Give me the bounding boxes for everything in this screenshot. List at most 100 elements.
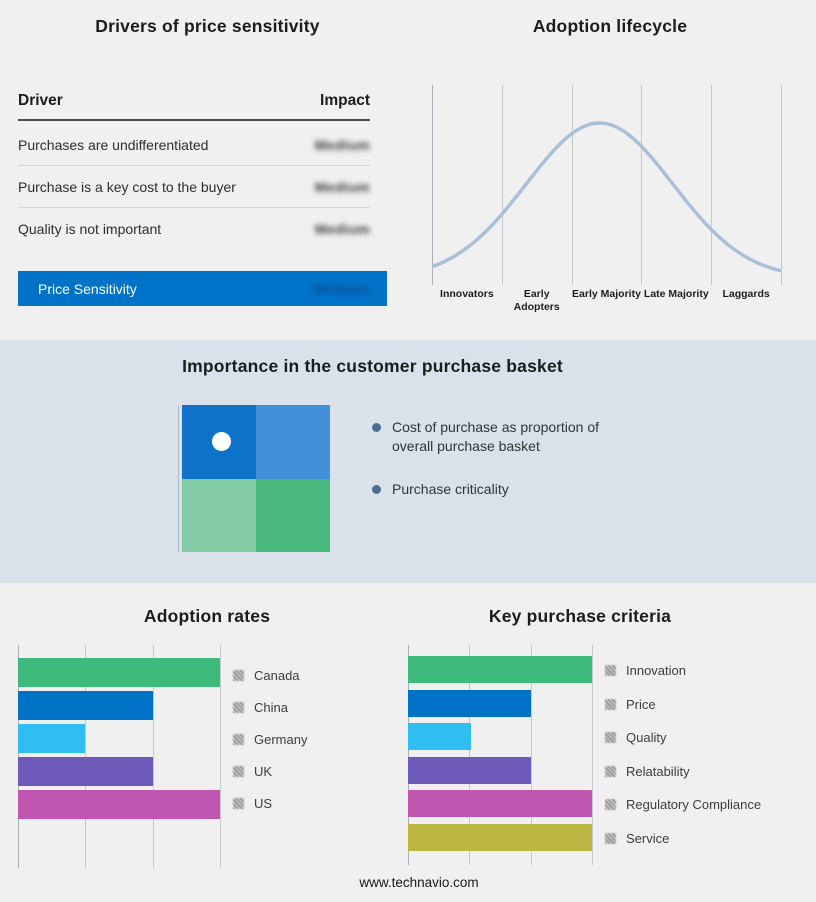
- legend-label: Service: [626, 830, 670, 846]
- driver-label: Purchases are undifferentiated: [18, 136, 209, 153]
- purchase-basket-band: Importance in the customer purchase bask…: [0, 340, 816, 583]
- legend-label: Germany: [254, 731, 308, 747]
- legend-swatch: [233, 669, 244, 681]
- position-marker-dot: [212, 432, 231, 451]
- website-url: www.technavio.com: [359, 875, 479, 890]
- legend-swatch: [605, 799, 616, 811]
- basket-bullet-list: Cost of purchase as proportion of overal…: [372, 418, 634, 522]
- chart-gridline: [469, 645, 471, 865]
- legend-label: Innovation: [626, 663, 686, 679]
- impact-value-redacted: Medium: [314, 220, 370, 237]
- impact-value-redacted: Medium: [314, 178, 370, 195]
- driver-row: Purchases are undifferentiated Medium: [18, 124, 370, 166]
- price-sensitivity-impact-redacted: Medium: [313, 280, 369, 297]
- legend-item: UK: [233, 755, 307, 787]
- quadrant-top-right: [256, 405, 330, 479]
- bar-canada: [18, 658, 220, 687]
- impact-value-redacted: Medium: [314, 136, 370, 153]
- legend-item: Innovation: [605, 654, 761, 688]
- legend-swatch: [233, 733, 244, 745]
- driver-label: Purchase is a key cost to the buyer: [18, 178, 236, 195]
- chart-gridline: [408, 645, 409, 865]
- lifecycle-stage-label: Early Majority: [572, 288, 641, 300]
- legend-label: UK: [254, 763, 273, 779]
- adoption-lifecycle-chart: [432, 85, 782, 285]
- lifecycle-gridline: [711, 85, 713, 285]
- chart-gridline: [152, 645, 154, 868]
- quadrant-axis-line: [178, 405, 179, 552]
- legend-item: Price: [605, 688, 761, 722]
- lifecycle-stage-label: Late Majority: [643, 288, 709, 300]
- legend-label: China: [254, 699, 288, 715]
- quadrant-bottom-right: [256, 478, 330, 552]
- lifecycle-gridline: [501, 85, 503, 285]
- legend-item: Service: [605, 822, 761, 856]
- lifecycle-gridline: [432, 85, 433, 285]
- lifecycle-gridline: [781, 85, 782, 285]
- chart-gridline: [85, 645, 87, 868]
- bar-china: [18, 691, 154, 720]
- legend-swatch: [233, 701, 244, 713]
- bullet-text: Cost of purchase as proportion of overal…: [392, 419, 600, 455]
- quadrant-bottom-left: [182, 478, 256, 552]
- legend-item: US: [233, 787, 307, 819]
- driver-label: Quality is not important: [18, 220, 162, 237]
- bar-regulatory-compliance: [408, 790, 592, 817]
- bullet-item: Purchase criticality: [372, 480, 634, 499]
- bar-innovation: [408, 656, 592, 683]
- bullet-icon: [372, 423, 381, 432]
- legend-swatch: [605, 732, 616, 744]
- lifecycle-bell-curve: [432, 121, 781, 273]
- basket-title: Importance in the customer purchase bask…: [182, 356, 563, 376]
- driver-row: Purchase is a key cost to the buyer Mediu…: [18, 166, 370, 208]
- chart-gridline: [592, 645, 593, 865]
- legend-swatch: [605, 765, 616, 777]
- bar-price: [408, 689, 532, 717]
- legend-label: Quality: [626, 730, 667, 746]
- adoption-rates-title: Adoption rates: [143, 606, 271, 626]
- bullet-icon: [372, 484, 381, 494]
- legend-label: Regulatory Compliance: [626, 797, 762, 813]
- bar-uk: [18, 757, 154, 786]
- lifecycle-gridline: [641, 85, 643, 285]
- legend-label: Canada: [254, 667, 300, 683]
- drivers-table-header: Driver Impact: [18, 92, 370, 121]
- column-header-driver: Driver: [18, 92, 63, 109]
- bar-relatability: [408, 756, 532, 784]
- drivers-panel-title: Drivers of price sensitivity: [95, 16, 320, 36]
- bar-quality: [408, 723, 471, 750]
- lifecycle-stage-labels: Innovators Early Adopters Early Majority La…: [432, 288, 781, 314]
- chart-gridline: [220, 645, 221, 868]
- legend-label: Price: [626, 696, 656, 712]
- legend-swatch: [605, 832, 616, 844]
- legend-item: Relatability: [605, 755, 761, 789]
- key-purchase-criteria-legend: Innovation Price Quality Relatability Regula…: [605, 654, 761, 855]
- bullet-text: Purchase criticality: [392, 480, 509, 497]
- legend-item: Quality: [605, 721, 761, 755]
- legend-label: US: [254, 795, 273, 811]
- lifecycle-gridline: [571, 85, 573, 285]
- lifecycle-stage-label: Laggards: [722, 288, 770, 300]
- adoption-rates-legend: Canada China Germany UK US: [233, 659, 307, 819]
- legend-item: China: [233, 691, 307, 723]
- chart-gridline: [18, 645, 19, 868]
- top-section: Drivers of price sensitivity Adoption li…: [0, 0, 816, 340]
- lifecycle-panel-title: Adoption lifecycle: [532, 16, 688, 36]
- column-header-impact: Impact: [320, 92, 370, 109]
- driver-row: Quality is not important Medium: [18, 208, 370, 249]
- bar-service: [408, 823, 592, 851]
- bar-germany: [18, 724, 85, 753]
- legend-swatch: [605, 665, 616, 677]
- bottom-section: Adoption rates Key purchase criteria Can…: [0, 583, 816, 902]
- key-purchase-criteria-title: Key purchase criteria: [488, 606, 672, 626]
- legend-swatch: [233, 797, 244, 809]
- bullet-item: Cost of purchase as proportion of overal…: [372, 418, 634, 457]
- chart-gridline: [530, 645, 532, 865]
- bar-us: [18, 790, 220, 819]
- lifecycle-stage-label: Innovators: [440, 288, 494, 300]
- key-purchase-criteria-plot: [408, 645, 593, 865]
- legend-label: Relatability: [626, 763, 690, 779]
- legend-item: Canada: [233, 659, 307, 691]
- quadrant-matrix: [182, 405, 330, 552]
- lifecycle-stage-label: Early Adopters: [513, 288, 560, 314]
